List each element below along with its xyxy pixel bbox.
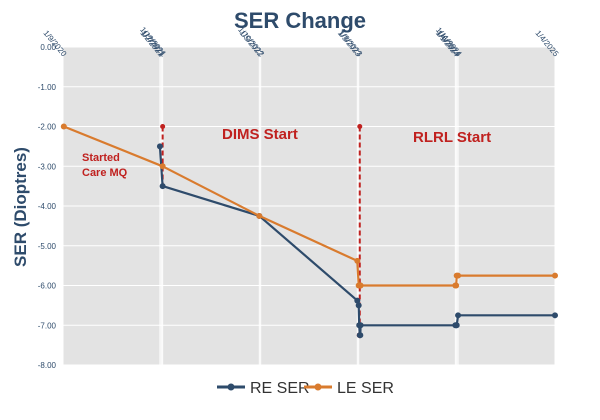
le-ser-point <box>357 282 364 289</box>
le-ser-point <box>256 212 263 219</box>
y-tick-label: 0.00 <box>40 43 56 52</box>
le-ser-point <box>455 272 462 279</box>
re-ser-point <box>355 302 362 309</box>
legend-le-label: LE SER <box>337 380 394 397</box>
re-ser-point <box>455 312 462 319</box>
re-ser-point <box>357 332 364 339</box>
rlrl-start-label: RLRL Start <box>413 129 491 146</box>
annotation-labels: Started Care MQ DIMS Start RLRL Start <box>82 126 491 179</box>
re-ser-point <box>453 322 460 329</box>
started-care-mq-line-1: Started <box>82 152 120 164</box>
legend: RE SER LE SER <box>217 380 394 397</box>
chart-title: SER Change <box>234 8 366 33</box>
re-ser-point <box>159 183 166 190</box>
legend-re-label: RE SER <box>250 380 310 397</box>
started-care-mq-line-2: Care MQ <box>82 167 128 179</box>
y-tick-label: -4.00 <box>38 202 57 211</box>
legend-le-marker <box>314 383 322 391</box>
y-tick-labels: 0.00 -1.00 -2.00 -3.00 -4.00 -5.00 -6.00 -7.00 -… <box>38 43 57 370</box>
y-axis-label: SER (Dioptres) <box>11 147 30 267</box>
dims-start-label: DIMS Start <box>222 126 298 143</box>
y-tick-label: -8.00 <box>38 361 57 370</box>
legend-re-marker <box>227 383 235 391</box>
re-ser-point <box>552 312 558 319</box>
series <box>60 123 558 339</box>
rlrl-start-marker <box>357 124 363 129</box>
le-ser-point <box>453 282 460 289</box>
dims-start-marker <box>160 124 166 129</box>
re-ser-point <box>354 297 361 304</box>
grid <box>62 46 556 366</box>
le-ser-point <box>354 257 361 264</box>
y-tick-label: -5.00 <box>38 242 57 251</box>
re-ser-point <box>156 143 163 150</box>
y-tick-label: -2.00 <box>38 123 57 132</box>
y-tick-label: -3.00 <box>38 162 57 171</box>
y-tick-label: -6.00 <box>38 282 57 291</box>
le-ser-point <box>159 163 166 170</box>
le-ser-point <box>552 272 558 279</box>
y-tick-label: -1.00 <box>38 83 57 92</box>
re-ser-point <box>357 322 364 329</box>
y-tick-label: -7.00 <box>38 321 57 330</box>
le-ser-point <box>60 123 67 130</box>
